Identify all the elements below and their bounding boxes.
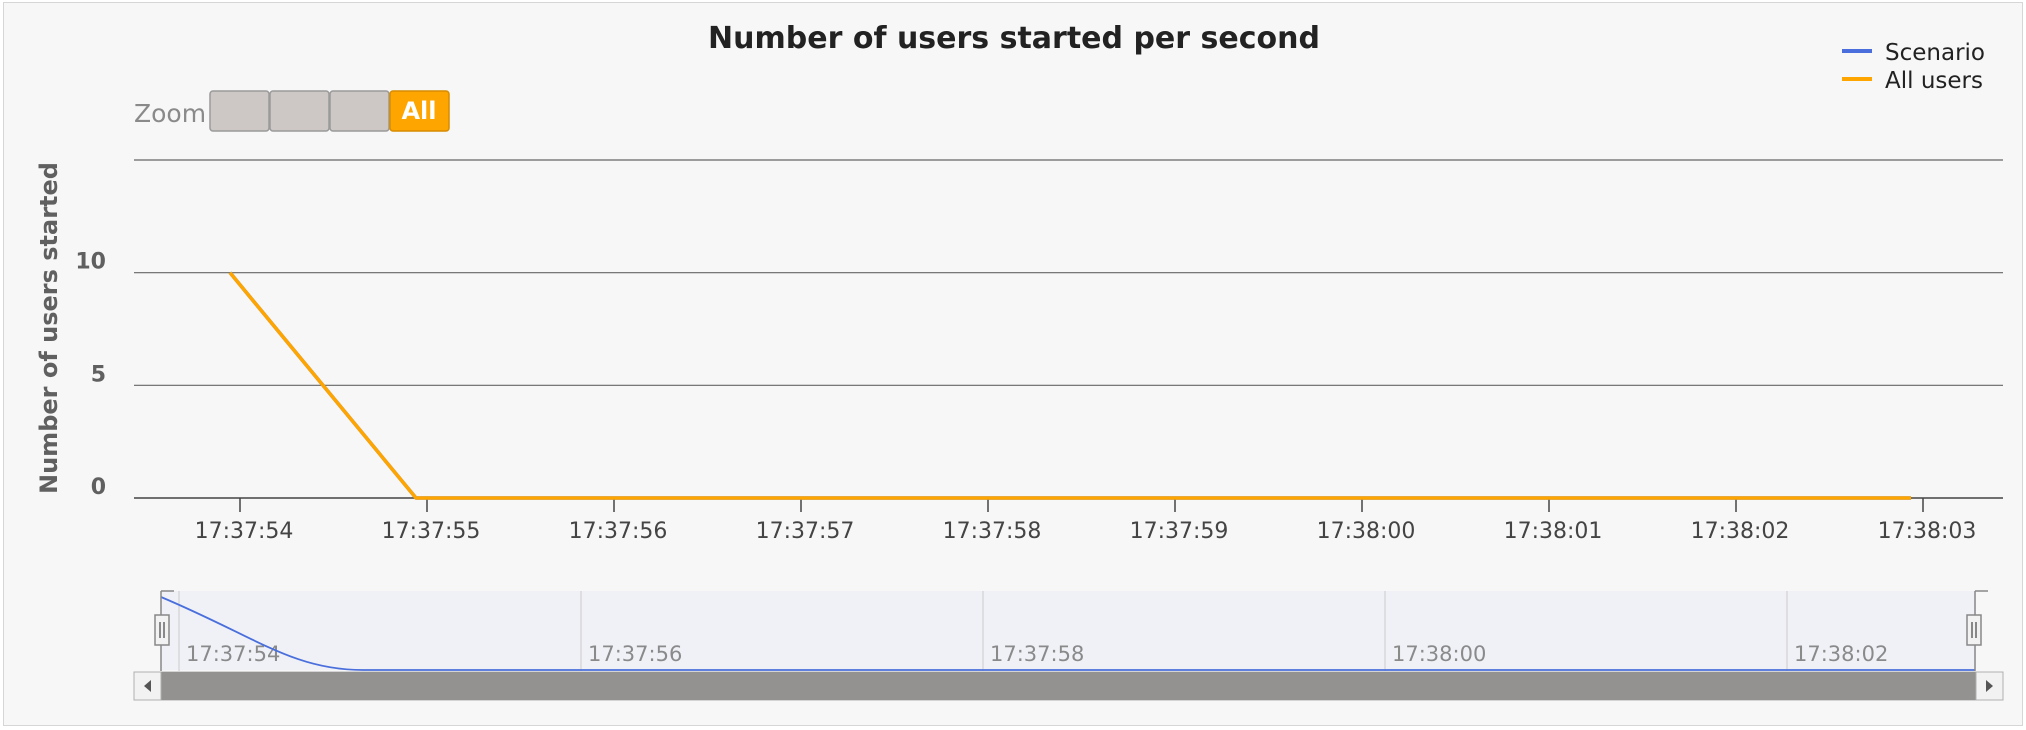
arrow-left-icon bbox=[144, 680, 151, 692]
legend-item-all-users[interactable]: All users bbox=[1842, 68, 1983, 94]
x-axis bbox=[134, 497, 2003, 512]
x-tick-label: 17:37:57 bbox=[756, 519, 855, 544]
navigator-tick-label: 17:38:00 bbox=[1392, 642, 1486, 666]
zoom-control: Zoom All bbox=[134, 90, 450, 132]
series-line-all-users[interactable] bbox=[228, 271, 1911, 500]
zoom-button-3[interactable] bbox=[329, 90, 390, 132]
zoom-button-2[interactable] bbox=[269, 90, 330, 132]
navigator: 17:37:54 17:37:56 17:37:58 17:38:00 17:38:02 bbox=[154, 590, 1988, 671]
y-axis-ticks: 0 5 10 bbox=[75, 250, 106, 500]
x-tick-label: 17:38:00 bbox=[1317, 519, 1416, 544]
zoom-label: Zoom bbox=[134, 99, 206, 128]
zoom-button-1[interactable] bbox=[209, 90, 270, 132]
chart-svg: Number of users started per second Scena… bbox=[35, 21, 2004, 701]
x-axis-ticks: 17:37:54 17:37:55 17:37:56 17:37:57 17:37:58… bbox=[195, 519, 1977, 544]
y-tick-label: 0 bbox=[91, 475, 106, 500]
legend-label-all-users: All users bbox=[1885, 68, 1983, 94]
y-tick-label: 10 bbox=[75, 250, 106, 275]
scroll-right-button[interactable] bbox=[1975, 671, 2004, 701]
x-tick-label: 17:37:56 bbox=[569, 519, 668, 544]
navigator-handle-left[interactable] bbox=[154, 614, 170, 646]
navigator-tick-label: 17:38:02 bbox=[1794, 642, 1888, 666]
y-axis-title: Number of users started bbox=[35, 162, 63, 494]
legend-label-scenario: Scenario bbox=[1885, 40, 1985, 66]
x-tick-label: 17:37:58 bbox=[943, 519, 1042, 544]
x-tick-label: 17:38:01 bbox=[1504, 519, 1603, 544]
chart-title: Number of users started per second bbox=[708, 21, 1320, 56]
zoom-button-3-bg bbox=[329, 90, 390, 132]
arrow-right-icon bbox=[1986, 680, 1993, 692]
navigator-handle-left-body bbox=[154, 614, 170, 646]
chart-container: Number of users started per second Scena… bbox=[3, 2, 2023, 726]
zoom-button-1-bg bbox=[209, 90, 270, 132]
gridlines bbox=[134, 159, 2003, 386]
navigator-handle-right-body bbox=[1966, 614, 1982, 646]
scroll-left-button[interactable] bbox=[133, 671, 162, 701]
x-tick-label: 17:38:02 bbox=[1691, 519, 1790, 544]
navigator-series bbox=[160, 596, 1975, 671]
navigator-tick-label: 17:37:58 bbox=[990, 642, 1084, 666]
zoom-button-all[interactable]: All bbox=[389, 90, 450, 132]
scrollbar-thumb[interactable] bbox=[161, 672, 1976, 700]
x-tick-label: 17:37:54 bbox=[195, 519, 294, 544]
x-tick-label: 17:37:59 bbox=[1130, 519, 1229, 544]
plot-series bbox=[228, 271, 1911, 500]
navigator-selected-area[interactable] bbox=[161, 591, 1976, 670]
legend-item-scenario[interactable]: Scenario bbox=[1842, 40, 1985, 66]
x-tick-label: 17:38:03 bbox=[1878, 519, 1977, 544]
zoom-button-2-bg bbox=[269, 90, 330, 132]
navigator-tick-label: 17:37:56 bbox=[588, 642, 682, 666]
zoom-button-all-label: All bbox=[401, 97, 436, 125]
y-tick-label: 5 bbox=[91, 362, 106, 387]
legend: Scenario All users bbox=[1842, 40, 1985, 94]
navigator-tick-labels: 17:37:54 17:37:56 17:37:58 17:38:00 17:38:02 bbox=[186, 642, 1888, 666]
x-tick-label: 17:37:55 bbox=[382, 519, 481, 544]
navigator-series-line bbox=[160, 596, 1975, 671]
scrollbar[interactable] bbox=[133, 671, 2004, 701]
navigator-handle-right[interactable] bbox=[1966, 614, 1982, 646]
zoom-button-all-bg bbox=[389, 90, 450, 132]
